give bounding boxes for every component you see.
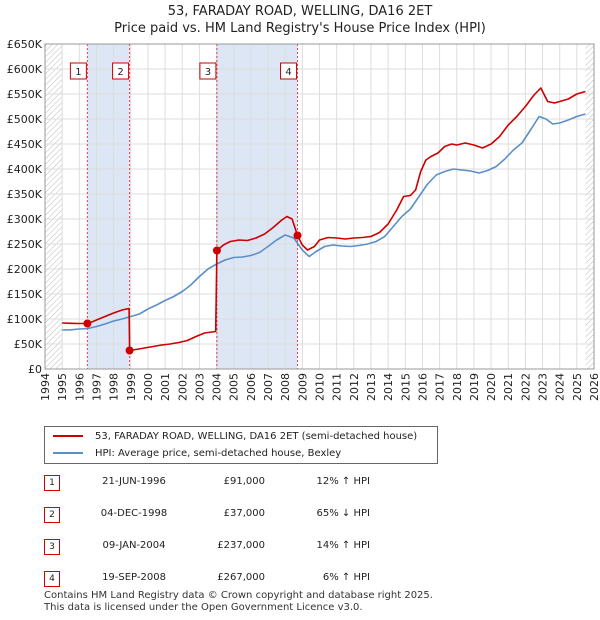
sale-label-box	[280, 62, 298, 80]
sale-point	[125, 346, 134, 355]
x-tick-label: 2005	[228, 373, 241, 401]
y-tick-label: £200K	[7, 263, 43, 276]
sale-hpi-diff: 14% ↑ HPI	[316, 540, 370, 551]
sale-label-box	[69, 62, 87, 80]
sale-row: 2 04-DEC-1998 £37,000 65% ↓ HPI	[44, 506, 404, 526]
sale-price: £37,000	[223, 508, 265, 519]
x-tick-label: 1994	[39, 373, 52, 401]
y-tick-label: £300K	[7, 213, 43, 226]
sale-date: 04-DEC-1998	[100, 508, 168, 519]
footer-copyright: Contains HM Land Registry data © Crown c…	[44, 590, 433, 601]
sale-date: 19-SEP-2008	[102, 572, 166, 583]
sale-period-band	[87, 44, 130, 369]
sale-label-number: 4	[285, 67, 291, 78]
y-tick-label: £400K	[7, 163, 43, 176]
x-tick-label: 2019	[468, 373, 481, 401]
sale-number-badge: 4	[44, 571, 60, 587]
property-series-line	[62, 87, 586, 352]
sale-row: 4 19-SEP-2008 £267,000 6% ↑ HPI	[44, 570, 404, 590]
x-tick-label: 2006	[245, 373, 258, 401]
x-tick-label: 2002	[176, 373, 189, 401]
x-tick-label: 2021	[502, 373, 515, 401]
sale-date: 21-JUN-1996	[102, 476, 166, 487]
sale-row: 3 09-JAN-2004 £237,000 14% ↑ HPI	[44, 538, 404, 558]
x-tick-label: 2004	[211, 373, 224, 401]
legend-item-hpi: HPI: Average price, semi-detached house,…	[53, 446, 341, 462]
price-chart: £0 £50K £100K £150K £200K £250K £300K £350K £400…	[7, 38, 600, 401]
y-tick-label: £600K	[7, 63, 43, 76]
x-tick-label: 2013	[365, 373, 378, 401]
y-tick-label: £250K	[7, 238, 43, 251]
sale-number-badge: 2	[44, 507, 60, 523]
footer-licence: This data is licensed under the Open Gov…	[44, 602, 363, 613]
sale-price: £237,000	[217, 540, 265, 551]
no-data-hatch	[45, 44, 63, 369]
sale-number-badge: 3	[44, 539, 60, 555]
y-tick-label: £100K	[7, 313, 43, 326]
y-tick-label: £50K	[14, 338, 43, 351]
y-tick-label: £650K	[7, 38, 43, 51]
sale-price: £91,000	[223, 476, 265, 487]
x-tick-label: 2020	[485, 373, 498, 401]
x-tick-label: 2012	[348, 373, 361, 401]
x-tick-label: 1998	[108, 373, 121, 401]
x-tick-label: 2018	[451, 373, 464, 401]
sale-point	[212, 246, 221, 255]
sale-point	[293, 231, 302, 240]
x-tick-label: 2008	[279, 373, 292, 401]
x-tick-label: 2007	[262, 373, 275, 401]
x-tick-label: 2010	[314, 373, 327, 401]
chart-subtitle: Price paid vs. HM Land Registry's House …	[114, 21, 486, 36]
legend-hpi-swatch	[53, 452, 83, 454]
chart-title: 53, FARADAY ROAD, WELLING, DA16 2ET	[167, 4, 433, 19]
sale-hpi-diff: 65% ↓ HPI	[316, 508, 370, 519]
y-tick-label: £550K	[7, 88, 43, 101]
x-tick-label: 2003	[193, 373, 206, 401]
legend-hpi-label: HPI: Average price, semi-detached house,…	[95, 448, 342, 459]
sale-number-badge: 1	[44, 475, 60, 491]
x-tick-label: 2011	[331, 373, 344, 401]
hpi-series-line	[62, 113, 586, 331]
y-tick-label: £450K	[7, 138, 43, 151]
x-tick-label: 2026	[588, 373, 600, 401]
x-tick-label: 2022	[519, 373, 532, 401]
legend-property-swatch	[53, 435, 83, 437]
sale-price: £267,000	[217, 572, 265, 583]
sale-label-box	[199, 62, 217, 80]
sale-row: 1 21-JUN-1996 £91,000 12% ↑ HPI	[44, 474, 404, 494]
x-tick-label: 1999	[125, 373, 138, 401]
sale-hpi-diff: 6% ↑ HPI	[322, 572, 370, 583]
x-tick-label: 2014	[382, 373, 395, 401]
x-tick-label: 2016	[416, 373, 429, 401]
sale-label-box	[112, 62, 130, 80]
y-tick-label: £350K	[7, 188, 43, 201]
sale-hpi-diff: 12% ↑ HPI	[316, 476, 370, 487]
y-tick-label: £150K	[7, 288, 43, 301]
sale-period-band	[216, 44, 298, 369]
sale-label-number: 2	[117, 67, 123, 78]
x-tick-label: 2001	[159, 373, 172, 401]
x-tick-label: 2025	[571, 373, 584, 401]
y-tick-label: £0	[28, 363, 42, 376]
sale-label-number: 3	[205, 67, 211, 78]
sale-point	[83, 319, 92, 328]
plot-frame	[44, 43, 595, 370]
legend-item-property: 53, FARADAY ROAD, WELLING, DA16 2ET (sem…	[53, 429, 417, 445]
y-tick-label: £500K	[7, 113, 43, 126]
x-tick-label: 1995	[56, 373, 69, 401]
x-tick-label: 2017	[434, 373, 447, 401]
x-tick-label: 2015	[399, 373, 412, 401]
sale-date: 09-JAN-2004	[102, 540, 166, 551]
x-tick-label: 1996	[73, 373, 86, 401]
sale-label-number: 1	[75, 67, 81, 78]
x-tick-label: 1997	[90, 373, 103, 401]
x-tick-label: 2023	[537, 373, 550, 401]
x-tick-label: 2000	[142, 373, 155, 401]
x-tick-label: 2009	[296, 373, 309, 401]
legend: 53, FARADAY ROAD, WELLING, DA16 2ET (sem…	[44, 426, 438, 464]
legend-property-label: 53, FARADAY ROAD, WELLING, DA16 2ET (sem…	[95, 431, 418, 442]
x-tick-label: 2024	[554, 373, 567, 401]
no-data-hatch	[585, 44, 594, 369]
